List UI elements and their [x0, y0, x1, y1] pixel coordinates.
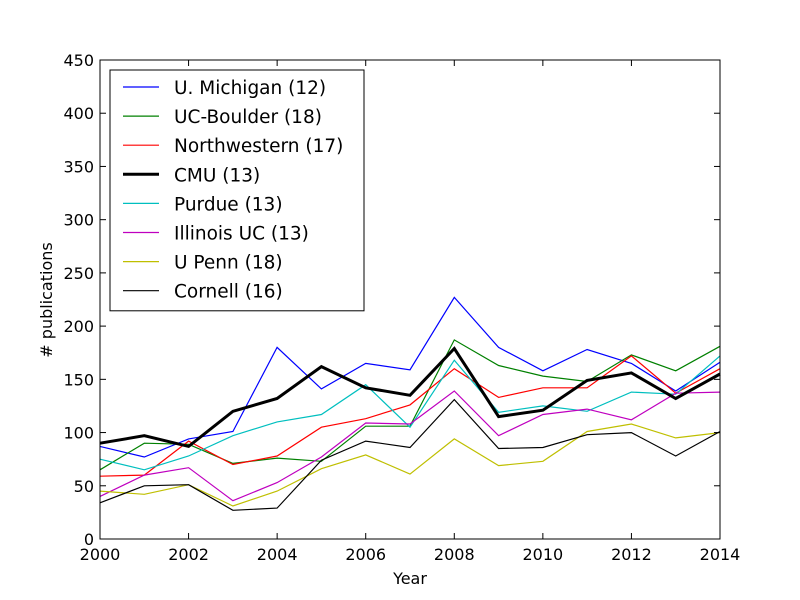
- x-tick-label: 2002: [168, 545, 209, 564]
- y-tick-label: 150: [63, 370, 94, 389]
- y-tick-label: 300: [63, 211, 94, 230]
- y-tick-label: 50: [74, 477, 94, 496]
- x-tick-label: 2006: [345, 545, 386, 564]
- legend-label: U Penn (18): [174, 253, 283, 274]
- axis-ticks: 2000 2002 2004 2006 2008 2010 2012 2014 0 50 100 15…: [63, 51, 740, 564]
- y-axis-label: # publications: [37, 242, 56, 357]
- y-tick-label: 0: [84, 530, 94, 549]
- x-axis-label: Year: [392, 569, 427, 588]
- y-tick-label: 100: [63, 424, 94, 443]
- series-line-3: [99, 346, 721, 449]
- legend: U. Michigan (12) UC-Boulder (18) Northwest…: [109, 69, 365, 312]
- legend-label: Illinois UC (13): [174, 224, 309, 245]
- series-line-5: [99, 390, 721, 502]
- x-tick-label: 2012: [611, 545, 652, 564]
- x-tick-label: 2010: [522, 545, 563, 564]
- y-tick-label: 200: [63, 317, 94, 336]
- legend-label: Purdue (13): [174, 194, 283, 215]
- legend-label: UC-Boulder (18): [174, 107, 322, 128]
- series-line-6: [99, 423, 721, 507]
- series-line-4: [99, 355, 721, 471]
- y-tick-label: 400: [63, 104, 94, 123]
- x-tick-label: 2004: [257, 545, 298, 564]
- legend-label: U. Michigan (12): [174, 78, 326, 99]
- y-tick-label: 350: [63, 157, 94, 176]
- legend-label: Northwestern (17): [174, 136, 343, 157]
- series-line-7: [99, 398, 721, 511]
- y-tick-label: 250: [63, 264, 94, 283]
- x-tick-label: 2000: [80, 545, 121, 564]
- legend-label: CMU (13): [174, 165, 260, 186]
- x-tick-label: 2008: [434, 545, 475, 564]
- plot-frame: [99, 59, 721, 540]
- plot-lines: [99, 296, 721, 511]
- x-tick-label: 2014: [700, 545, 741, 564]
- y-tick-label: 450: [63, 51, 94, 70]
- legend-box: [109, 69, 365, 312]
- legend-label: Cornell (16): [174, 282, 283, 303]
